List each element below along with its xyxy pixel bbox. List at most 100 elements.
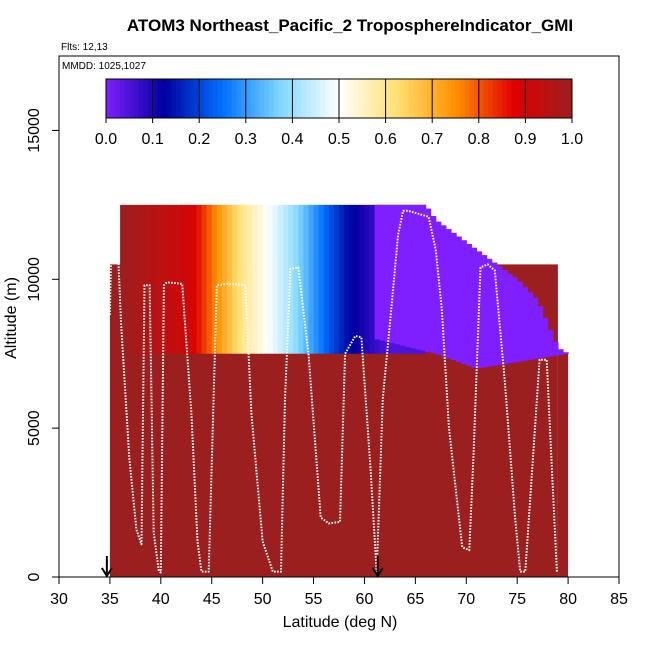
field-transition-cell	[181, 204, 187, 354]
colorbar-swatch	[567, 79, 573, 118]
field-transition-cell	[135, 204, 142, 354]
colorbar-swatch	[278, 79, 284, 118]
field-strat-cell	[456, 236, 462, 363]
colorbar-swatch	[506, 79, 512, 118]
field-transition-cell	[206, 204, 213, 354]
field-strat-cell	[491, 262, 498, 366]
field-strat-cell	[532, 297, 539, 360]
colorbar-swatch	[376, 79, 382, 118]
colorbar-frame	[105, 78, 573, 119]
colorbar-swatch	[553, 79, 559, 118]
field-transition-cell	[171, 204, 177, 354]
field-transition-cell	[227, 204, 233, 354]
colorbar-swatch	[287, 79, 293, 118]
colorbar-swatch	[544, 79, 550, 118]
field-transition-cell	[344, 204, 350, 354]
colorbar-swatch	[329, 79, 335, 118]
colorbar-swatch	[446, 79, 452, 118]
colorbar-tick-label: 0.4	[281, 131, 303, 148]
colorbar-swatch	[255, 79, 261, 118]
colorbar-swatch	[175, 79, 182, 118]
field-transition-cell	[272, 204, 279, 354]
field-strat-cell	[445, 229, 452, 359]
x-axis-label: Latitude (deg N)	[282, 614, 398, 631]
plot-frame	[58, 55, 620, 578]
colorbar-swatch	[119, 79, 126, 118]
colorbar-swatch	[115, 79, 121, 118]
colorbar-swatch	[455, 79, 461, 118]
field-transition-cell	[262, 204, 269, 354]
field-transition-cell	[216, 204, 223, 354]
colorbar-swatch	[422, 79, 429, 118]
colorbar-swatch	[408, 79, 415, 118]
x-tick-label: 70	[457, 591, 475, 608]
field-strat-cell	[522, 287, 528, 361]
field-transition-cell	[150, 204, 157, 354]
colorbar-tick-label: 0.9	[514, 131, 536, 148]
x-tick-label: 60	[356, 591, 374, 608]
colorbar-swatch	[306, 79, 312, 118]
field-strat-cell	[415, 204, 422, 350]
colorbar-swatch	[227, 79, 233, 118]
field-transition-cell	[359, 204, 366, 354]
field-strat-cell	[512, 277, 518, 363]
field-transition-cell	[364, 204, 371, 354]
colorbar-swatch	[245, 79, 251, 118]
colorbar-swatch	[315, 79, 321, 118]
field-strat-cell	[501, 269, 508, 365]
field-transition-cell	[333, 204, 340, 354]
field-transition-cell	[313, 204, 320, 354]
colorbar-swatch	[483, 79, 489, 118]
colorbar-swatch	[171, 79, 177, 118]
colorbar-swatch	[362, 79, 368, 118]
colorbar-swatch	[478, 79, 484, 118]
field-strat-cell	[410, 204, 416, 349]
field-transition-cell	[237, 204, 243, 354]
x-tick-label: 50	[254, 591, 272, 608]
field-transition-cell	[369, 204, 376, 354]
field-strat-cell	[542, 317, 549, 358]
x-tick-label: 40	[152, 591, 170, 608]
colorbar-swatch	[129, 79, 135, 118]
arrow-marker-head	[101, 567, 113, 578]
field-transition-cell	[155, 204, 162, 354]
colorbar-swatch	[194, 79, 200, 118]
colorbar-swatch	[450, 79, 456, 118]
colorbar-swatch	[269, 79, 275, 118]
colorbar-tick-label: 0.2	[188, 131, 210, 148]
colorbar-swatch	[469, 79, 475, 118]
x-tick-label: 65	[406, 591, 424, 608]
field-strat-cell	[425, 208, 432, 352]
colorbar-swatch	[464, 79, 470, 118]
colorbar-swatch	[161, 79, 168, 118]
field-strat-cell	[420, 204, 427, 351]
colorbar-swatch	[558, 79, 564, 118]
field-transition-cell	[303, 204, 310, 354]
colorbar-swatch	[217, 79, 223, 118]
field-transition-cell	[267, 204, 274, 354]
colorbar-swatch	[511, 79, 517, 118]
field-strat-cell	[389, 204, 396, 344]
y-tick-label: 0	[26, 572, 43, 581]
field-transition-cell	[125, 204, 131, 354]
field-transition-cell	[328, 204, 335, 354]
field-strat-cell	[440, 225, 447, 357]
colorbar-swatch	[394, 79, 401, 118]
field-transition-cell	[293, 204, 299, 354]
field-transition-cell	[221, 204, 228, 354]
field-strat-cell	[547, 329, 554, 357]
chart-title: ATOM3 Northeast_Pacific_2 TroposphereInd…	[126, 16, 574, 35]
colorbar-swatch	[236, 79, 242, 118]
field-transition-cell	[196, 204, 203, 354]
field-transition-cell	[191, 204, 198, 354]
colorbar-swatch	[133, 79, 140, 118]
x-tick-label: 45	[203, 591, 221, 608]
field-strat-cell	[557, 349, 564, 355]
colorbar-swatch	[250, 79, 256, 118]
colorbar-swatch	[297, 79, 303, 118]
field-strat-cell	[527, 292, 534, 360]
colorbar-tick-label: 0.1	[141, 131, 163, 148]
colorbar-swatch	[185, 79, 191, 118]
colorbar-swatch	[199, 79, 205, 118]
colorbar-tick-label: 0.0	[95, 131, 117, 148]
